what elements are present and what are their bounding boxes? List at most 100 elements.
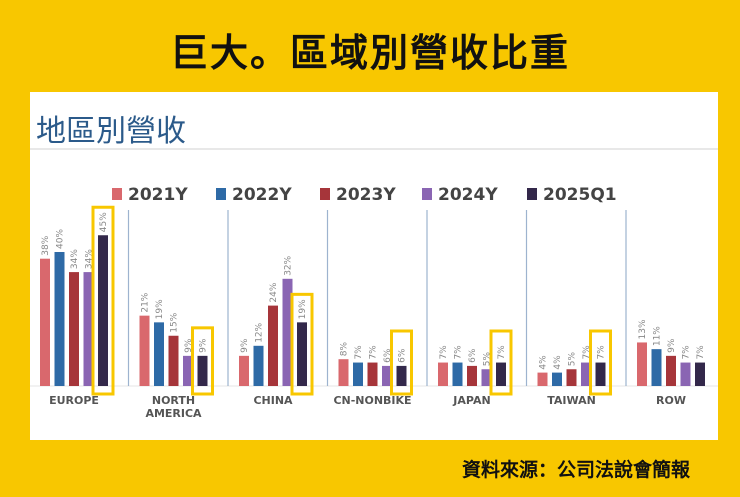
bar-2021y	[637, 342, 647, 386]
data-label: 24%	[269, 282, 279, 302]
highlight-box	[290, 292, 314, 396]
bar-2022y	[353, 362, 363, 386]
bar-2021y	[438, 362, 448, 386]
data-label: 5%	[568, 352, 578, 367]
data-label: 6%	[398, 348, 408, 363]
divider	[30, 148, 718, 150]
bar-2024y	[581, 362, 591, 386]
data-label: 38%	[41, 235, 51, 255]
bar-2025q1	[595, 362, 606, 386]
category-label: EUROPE	[49, 394, 99, 407]
bar-2024y	[680, 362, 691, 386]
data-label: 40%	[56, 229, 66, 249]
data-label: 6%	[383, 348, 393, 363]
bar-chart: 2021Y 2022Y 2023Y 2024Y 2025Q1 38% 40% 34% 34% 45…	[30, 185, 718, 420]
data-label: 9%	[184, 338, 194, 353]
bar-2021y	[338, 359, 349, 386]
bar-2022y	[552, 372, 562, 386]
legend-swatch	[422, 188, 432, 200]
bar-2023y	[168, 335, 179, 386]
data-label: 19%	[298, 299, 308, 319]
bar-2022y	[253, 345, 264, 386]
data-label: 7%	[369, 345, 379, 360]
chart-panel: 地區別營收 2021Y 2022Y 2023Y 2024Y 2025Q1 38% 40% 34…	[30, 92, 718, 440]
data-label: 13%	[638, 319, 648, 339]
bar-2025q1	[695, 362, 705, 386]
legend-swatch	[320, 188, 330, 200]
data-label: 9%	[199, 338, 209, 353]
bar-2022y	[651, 349, 662, 386]
legend-label: 2023Y	[336, 185, 396, 205]
data-label: 7%	[454, 345, 464, 360]
bar-2021y	[537, 372, 548, 386]
highlight-box	[91, 205, 115, 396]
bar-2024y	[83, 272, 94, 386]
data-label: 9%	[667, 338, 677, 353]
legend-swatch	[527, 188, 537, 200]
data-label: 4%	[539, 355, 549, 370]
data-label: 15%	[170, 312, 180, 332]
bar-2021y	[139, 315, 150, 386]
data-label: 7%	[597, 345, 607, 360]
data-label: 6%	[468, 348, 478, 363]
data-label: 45%	[99, 212, 109, 232]
bar-2023y	[367, 362, 378, 386]
data-label: 7%	[354, 345, 364, 360]
data-label: 19%	[155, 299, 165, 319]
category-label: AMERICA	[145, 407, 202, 420]
bar-2022y	[452, 362, 463, 386]
bar-2022y	[54, 252, 65, 386]
bar-2023y	[268, 305, 278, 386]
highlight-box	[390, 329, 413, 396]
bar-2022y	[154, 322, 164, 386]
legend-label: 2025Q1	[543, 185, 617, 205]
category-label: CN-NONBIKE	[333, 394, 411, 407]
data-label: 34%	[85, 249, 95, 269]
data-label: 4%	[553, 355, 563, 370]
source-note: 資料來源：公司法說會簡報	[461, 459, 690, 481]
bar-2024y	[282, 278, 293, 386]
data-label: 7%	[696, 345, 706, 360]
data-label: 9%	[240, 338, 250, 353]
category-label: NORTH	[152, 394, 195, 407]
data-label: 7%	[682, 345, 692, 360]
legend-label: 2021Y	[128, 185, 188, 205]
bar-2024y	[183, 355, 193, 386]
data-label: 7%	[439, 345, 449, 360]
category-label: ROW	[656, 394, 686, 407]
panel-title: 地區別營收	[36, 114, 186, 149]
data-label: 11%	[653, 326, 663, 346]
bar-2025q1	[297, 322, 307, 386]
bar-2025q1	[197, 355, 208, 386]
legend-label: 2022Y	[232, 185, 292, 205]
bar-2021y	[40, 258, 50, 386]
highlight-box	[191, 326, 214, 396]
data-label: 34%	[70, 249, 80, 269]
data-label: 8%	[340, 341, 350, 356]
legend-label: 2024Y	[438, 185, 498, 205]
data-label: 21%	[141, 292, 151, 312]
highlight-box	[589, 329, 612, 396]
data-label: 12%	[255, 322, 265, 342]
bar-2023y	[566, 369, 577, 386]
highlight-box	[489, 329, 513, 396]
category-label: JAPAN	[452, 394, 490, 407]
legend-swatch	[112, 188, 122, 200]
bar-2023y	[467, 365, 477, 386]
data-label: 7%	[582, 345, 592, 360]
bar-2023y	[666, 355, 676, 386]
bar-2025q1	[98, 235, 108, 386]
data-label: 5%	[483, 352, 493, 367]
legend-swatch	[216, 188, 226, 200]
headline: 巨大。區域別營收比重	[169, 31, 570, 75]
data-label: 32%	[284, 255, 294, 275]
bar-2025q1	[396, 365, 407, 386]
bar-2021y	[239, 355, 249, 386]
bar-2025q1	[496, 362, 506, 386]
bar-2024y	[481, 369, 492, 386]
category-label: TAIWAN	[547, 394, 596, 407]
category-label: CHINA	[253, 394, 293, 407]
bar-2024y	[382, 365, 392, 386]
data-label: 7%	[497, 345, 507, 360]
bar-2023y	[69, 272, 79, 386]
